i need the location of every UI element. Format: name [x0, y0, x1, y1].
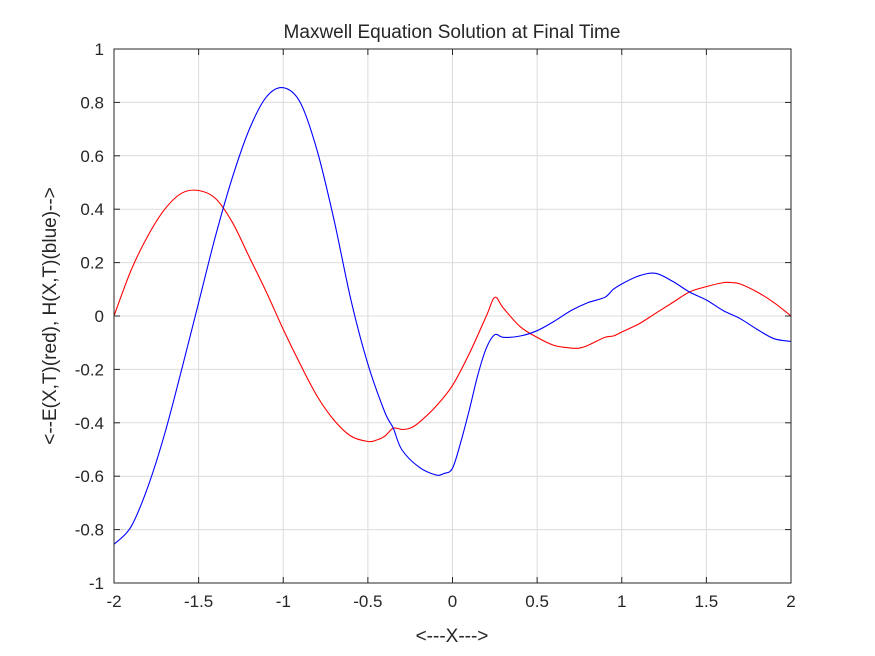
y-tick-label: 0	[95, 307, 104, 326]
series-group	[113, 87, 792, 545]
y-tick-label: 1	[95, 40, 104, 59]
y-tick-label: 0.8	[80, 93, 104, 112]
x-tick-label: 1	[617, 592, 626, 611]
grid-lines	[113, 48, 792, 584]
x-tick-label: -0.5	[353, 592, 382, 611]
y-tick-label: -0.4	[75, 414, 104, 433]
x-axis-label: <---X--->	[416, 626, 489, 647]
y-axis-label: <--E(X,T)(red), H(X,T)(blue)-->	[40, 187, 61, 445]
axis-ticks: -2 -1.5 -1 -0.5 0 0.5 1 1.5 2 -1 -0.8 -0.6 -0.4 -0.2 0…	[75, 40, 796, 611]
y-tick-label: -0.8	[75, 521, 104, 540]
y-tick-label: 0.4	[80, 200, 104, 219]
y-tick-label: 0.2	[80, 254, 104, 273]
x-tick-label: 0.5	[525, 592, 549, 611]
x-tick-label: 2	[786, 592, 795, 611]
series-e-red-line	[113, 189, 792, 443]
x-tick-label: -2	[106, 592, 121, 611]
y-tick-label: -0.2	[75, 360, 104, 379]
x-tick-label: 0	[448, 592, 457, 611]
x-tick-label: 1.5	[695, 592, 719, 611]
x-tick-label: -1	[276, 592, 291, 611]
series-h-blue-line	[113, 87, 792, 545]
y-tick-label: 0.6	[80, 147, 104, 166]
y-tick-label: -0.6	[75, 467, 104, 486]
x-tick-label: -1.5	[184, 592, 213, 611]
chart-title: Maxwell Equation Solution at Final Time	[284, 22, 621, 43]
y-tick-label: -1	[89, 574, 104, 593]
